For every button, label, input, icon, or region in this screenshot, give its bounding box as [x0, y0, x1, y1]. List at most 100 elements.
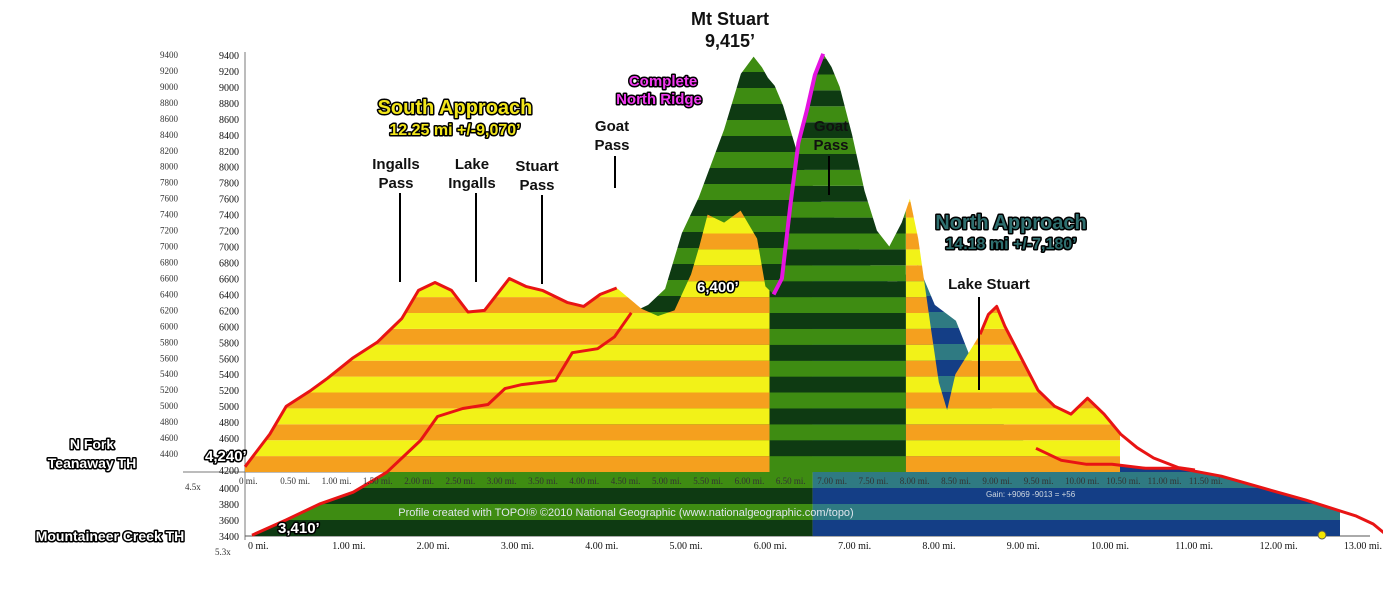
south-left-tick-labels: 4400 4600 4800 5000 5200 5400 5600 5800 6000 6200…	[160, 50, 179, 459]
south-y-tick: 5200	[219, 386, 239, 397]
north-approach-stripe	[812, 488, 1340, 504]
south-summit-stripe	[769, 249, 906, 266]
south-y-tick: 6600	[219, 275, 239, 286]
north-x-tick: 6.00 mi.	[754, 541, 787, 552]
south-x-tick: 5.00 mi.	[652, 476, 682, 486]
north-y-tick: 3600	[219, 516, 239, 527]
north-y-tick: 4000	[219, 484, 239, 495]
south-y-tick: 9000	[219, 83, 239, 94]
north-summit-stripe	[252, 472, 813, 488]
south-summit-stripe	[769, 138, 906, 154]
north-approach-stripe	[812, 472, 1340, 488]
south-x-tick: 4.00 mi.	[569, 476, 599, 486]
south-y-tick: 5400	[219, 370, 239, 381]
south-left-y-tick: 7800	[160, 178, 179, 188]
n-fork-trailhead-label-2: Teanaway TH	[48, 455, 136, 471]
north-x-tick: 2.00 mi.	[417, 541, 450, 552]
stuart-pass-label-1: Stuart	[515, 158, 558, 175]
south-summit-stripe	[769, 344, 906, 361]
south-x-tick: 5.50 mi.	[693, 476, 723, 486]
south-summit-stripe	[769, 297, 906, 313]
south-y-tick: 6400	[219, 290, 239, 301]
south-approach-stripe	[245, 198, 1120, 202]
north-summit-stripe	[252, 72, 813, 88]
south-x-tick: 0 mi.	[239, 476, 258, 486]
south-approach-stripe	[180, 106, 1120, 122]
topo-credit: Profile created with TOPO!® ©2010 Nation…	[398, 507, 853, 519]
south-left-y-tick: 8800	[160, 98, 179, 108]
south-approach-stripe	[245, 392, 1120, 409]
south-y-tick: 8000	[219, 163, 239, 174]
south-y-tick: 5800	[219, 338, 239, 349]
lake-ingalls-label-2: Ingalls	[448, 175, 496, 192]
south-summit-stripe	[769, 233, 906, 250]
south-summit-stripe	[769, 440, 906, 457]
south-left-y-tick: 4600	[160, 433, 179, 443]
south-y-tick: 9200	[219, 67, 239, 78]
south-approach-stripe	[245, 456, 1120, 472]
south-approach-stripe	[180, 154, 1120, 170]
south-summit-stripe	[769, 376, 906, 393]
south-summit-stripe	[769, 122, 906, 139]
south-x-tick: 1.00 mi.	[322, 476, 352, 486]
north-ridge-label-2: North Ridge	[616, 91, 702, 108]
pointer-lines	[399, 156, 980, 390]
south-left-y-tick: 7600	[160, 194, 179, 204]
south-summit-stripe	[769, 185, 906, 202]
north-x-tick: 5.00 mi.	[670, 541, 703, 552]
north-summit-stripe	[252, 504, 813, 520]
south-approach-stripe	[180, 170, 1120, 186]
ridge-base-elevation: 6,400’	[697, 279, 739, 296]
north-x-tick: 10.00 mi.	[1091, 541, 1129, 552]
south-summit-stripe	[769, 456, 906, 472]
north-x-tick-labels: 0 mi. 1.00 mi. 2.00 mi. 3.00 mi. 4.00 mi. 5.0…	[248, 541, 1382, 552]
south-y-tick: 8400	[219, 131, 239, 142]
south-y-tick: 7200	[219, 227, 239, 238]
south-approach-stripe	[180, 43, 1120, 59]
north-x-tick: 1.00 mi.	[332, 541, 365, 552]
south-y-tick: 7800	[219, 179, 239, 190]
south-x-tick: 7.00 mi.	[817, 476, 847, 486]
south-summit-stripe	[769, 392, 906, 409]
south-approach-title: South Approach	[378, 97, 533, 119]
north-x-tick: 4.00 mi.	[585, 541, 618, 552]
south-summit-stripe	[769, 328, 906, 345]
north-summit-stripe	[240, 40, 1340, 56]
north-approach-line	[251, 311, 1383, 537]
south-left-y-tick: 5000	[160, 401, 179, 411]
north-approach-title: North Approach	[935, 212, 1086, 234]
south-left-y-tick: 5600	[160, 353, 179, 363]
south-x-tick: 0.50 mi.	[280, 476, 310, 486]
south-vertical-exaggeration: 4.5x	[185, 482, 201, 492]
south-y-tick-labels: 4200 4400 4600 4800 5000 5200 5400 5600 5800 6000…	[219, 51, 239, 477]
north-x-tick: 3.00 mi.	[501, 541, 534, 552]
south-approach-stripe	[180, 27, 1120, 43]
south-left-y-tick: 8000	[160, 162, 179, 172]
south-left-y-tick: 4800	[160, 417, 179, 427]
north-x-tick: 0 mi.	[248, 541, 269, 552]
south-y-tick: 4800	[219, 418, 239, 429]
south-left-y-tick: 7200	[160, 226, 179, 236]
south-y-tick: 9400	[219, 51, 239, 62]
south-approach-stripe	[180, 122, 1120, 138]
goat-pass-west-label-2: Pass	[594, 137, 629, 154]
south-summit-stripe	[769, 424, 906, 441]
south-x-tick: 9.00 mi.	[982, 476, 1012, 486]
north-y-tick: 3400	[219, 532, 239, 543]
south-left-y-tick: 8600	[160, 114, 179, 124]
gain-note: Gain: +9069 -9013 = +56	[986, 490, 1076, 499]
south-left-y-tick: 8200	[160, 146, 179, 156]
north-approach-stats: 14.18 mi +/-7,180’	[945, 236, 1076, 253]
south-approach-stripe	[245, 440, 1120, 457]
south-approach-line	[243, 277, 1196, 472]
south-y-tick: 7000	[219, 243, 239, 254]
north-approach-stripe	[812, 520, 1340, 536]
south-left-y-tick: 9000	[160, 82, 179, 92]
south-y-tick: 8600	[219, 115, 239, 126]
summit-name: Mt Stuart	[691, 9, 769, 29]
north-x-tick: 13.00 mi.	[1344, 541, 1382, 552]
south-approach-stripe	[180, 138, 1120, 154]
south-summit-stripe	[769, 217, 906, 234]
n-fork-elevation: 4,240’	[205, 448, 247, 465]
south-y-tick: 4600	[219, 434, 239, 445]
